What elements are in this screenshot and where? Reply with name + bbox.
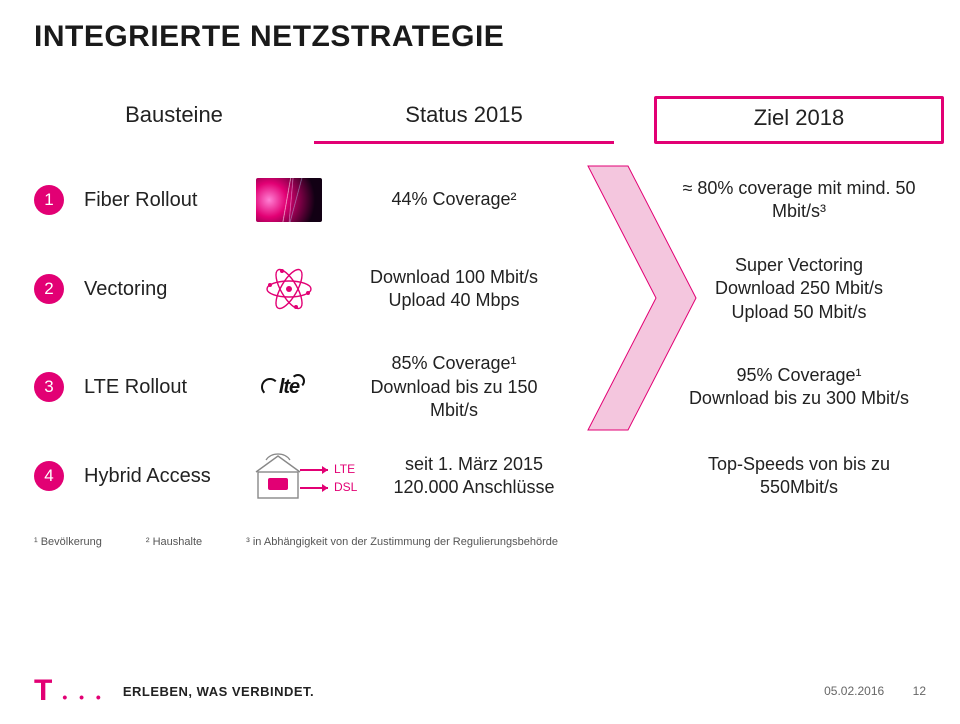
status-line: Upload 40 Mbps <box>344 289 564 312</box>
footnote-2: ² Haushalte <box>146 536 202 548</box>
row-lte: 3 LTE Rollout lte 85% Coverage¹ Download… <box>34 352 926 422</box>
content-rows: 1 Fiber Rollout 44% Coverage² ≈ 80% cove… <box>34 174 926 502</box>
status-line: Download bis zu 150 Mbit/s <box>344 376 564 423</box>
row-name: Vectoring <box>84 278 234 301</box>
ziel-cell: Top-Speeds von bis zu 550Mbit/s <box>674 453 924 500</box>
header-status: Status 2015 <box>314 96 614 144</box>
status-line: seit 1. März 2015 <box>384 453 564 476</box>
status-cell: 85% Coverage¹ Download bis zu 150 Mbit/s <box>344 352 564 422</box>
slide: INTEGRIERTE NETZSTRATEGIE Bausteine Stat… <box>0 0 960 724</box>
brand-tagline: ERLEBEN, WAS VERBINDET. <box>123 684 314 699</box>
lte-icon: lte <box>254 361 324 413</box>
hybrid-lte-label: LTE <box>334 462 355 476</box>
row-number: 2 <box>34 274 64 304</box>
telekom-dots-icon: • • • <box>62 689 104 705</box>
status-cell: Download 100 Mbit/s Upload 40 Mbps <box>344 266 564 313</box>
column-headers: Bausteine Status 2015 Ziel 2018 <box>34 96 926 144</box>
status-line: 44% Coverage² <box>344 188 564 211</box>
brand: T • • • ERLEBEN, WAS VERBINDET. <box>34 674 314 708</box>
fiber-icon <box>254 174 324 226</box>
row-number: 1 <box>34 185 64 215</box>
footer-right: 05.02.2016 12 <box>824 682 926 700</box>
ziel-cell: Super Vectoring Download 250 Mbit/s Uplo… <box>674 254 924 324</box>
footnotes: ¹ Bevölkerung ² Haushalte ³ in Abhängigk… <box>34 536 926 548</box>
header-ziel: Ziel 2018 <box>654 96 944 144</box>
ziel-cell: ≈ 80% coverage mit mind. 50 Mbit/s³ <box>674 177 924 224</box>
status-cell: 44% Coverage² <box>344 188 564 211</box>
ziel-line: Download bis zu 300 Mbit/s <box>674 387 924 410</box>
hybrid-icon: LTE DSL <box>254 450 364 502</box>
hybrid-dsl-label: DSL <box>334 480 358 494</box>
row-fiber: 1 Fiber Rollout 44% Coverage² ≈ 80% cove… <box>34 174 926 226</box>
ziel-line: Super Vectoring <box>674 254 924 277</box>
page-number: 12 <box>913 684 926 698</box>
row-vectoring: 2 Vectoring Download 100 Mbit/s Upload 4… <box>34 254 926 324</box>
row-name: Hybrid Access <box>84 465 234 488</box>
status-line: Download 100 Mbit/s <box>344 266 564 289</box>
footer-date: 05.02.2016 <box>824 684 884 698</box>
row-hybrid: 4 Hybrid Access LTE <box>34 450 926 502</box>
row-number: 3 <box>34 372 64 402</box>
ziel-line: 95% Coverage¹ <box>674 364 924 387</box>
footnote-3: ³ in Abhängigkeit von der Zustimmung der… <box>246 536 558 548</box>
footer: T • • • ERLEBEN, WAS VERBINDET. 05.02.20… <box>34 674 926 708</box>
status-line: 120.000 Anschlüsse <box>384 476 564 499</box>
row-number: 4 <box>34 461 64 491</box>
vectoring-icon <box>254 263 324 315</box>
status-cell: seit 1. März 2015 120.000 Anschlüsse <box>384 453 564 500</box>
footnote-1: ¹ Bevölkerung <box>34 536 102 548</box>
ziel-cell: 95% Coverage¹ Download bis zu 300 Mbit/s <box>674 364 924 411</box>
row-name: Fiber Rollout <box>84 189 234 212</box>
ziel-line: Download 250 Mbit/s <box>674 277 924 300</box>
ziel-line: Top-Speeds von bis zu 550Mbit/s <box>674 453 924 500</box>
row-name: LTE Rollout <box>84 376 234 399</box>
telekom-logo-icon: T <box>34 674 50 708</box>
status-line: 85% Coverage¹ <box>344 352 564 375</box>
page-title: INTEGRIERTE NETZSTRATEGIE <box>34 20 926 54</box>
header-bausteine: Bausteine <box>74 96 274 144</box>
ziel-line: Upload 50 Mbit/s <box>674 301 924 324</box>
ziel-line: ≈ 80% coverage mit mind. 50 Mbit/s³ <box>674 177 924 224</box>
